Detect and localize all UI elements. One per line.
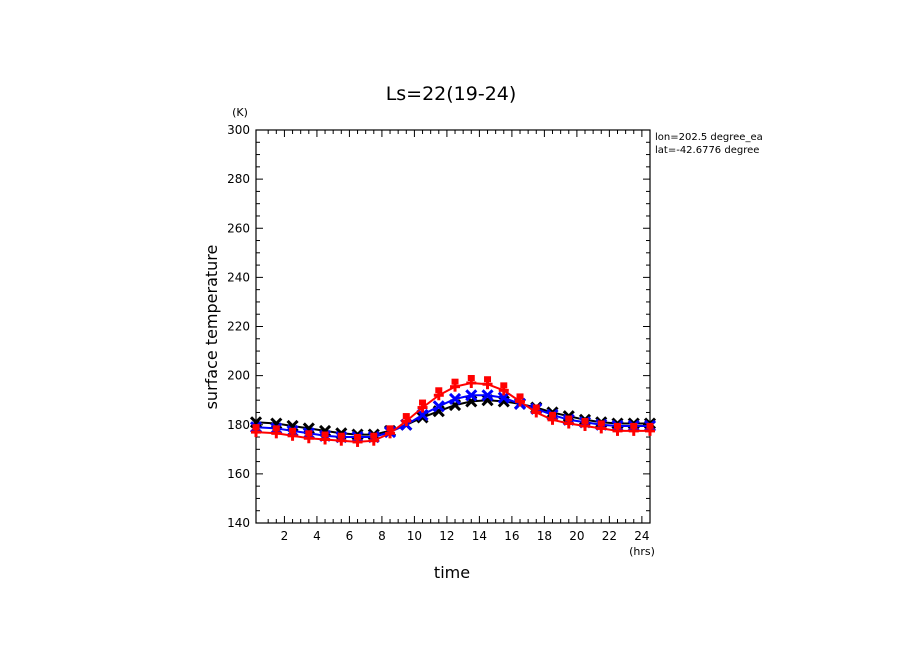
- data-point-box: [451, 378, 459, 385]
- x-tick-label: 14: [472, 529, 487, 543]
- x-tick-label: 18: [537, 529, 552, 543]
- data-point: [448, 392, 462, 406]
- chart-title: Ls=22(19-24): [386, 83, 517, 105]
- y-tick-label: 260: [227, 221, 250, 235]
- x-tick-label: 2: [281, 529, 289, 543]
- data-point: [432, 400, 445, 413]
- x-tick-label: 16: [504, 529, 519, 543]
- data-point: [531, 404, 542, 418]
- data-point: [515, 393, 526, 407]
- data-point-box: [386, 425, 394, 432]
- data-point-box: [516, 393, 524, 400]
- data-point-stroke: [481, 389, 494, 402]
- data-point: [336, 432, 347, 446]
- data-point-box: [500, 382, 508, 389]
- x-tick-label: 4: [313, 529, 321, 543]
- annotation-lat: lat=-42.6776 degree: [655, 145, 759, 156]
- data-point: [450, 378, 461, 392]
- data-point: [368, 432, 379, 446]
- data-point: [465, 389, 478, 402]
- data-point-box: [646, 422, 654, 429]
- x-tick-label: 20: [569, 529, 584, 543]
- data-point-stroke: [465, 389, 478, 402]
- data-point-box: [321, 431, 329, 438]
- data-point-box: [402, 413, 410, 420]
- data-point-box: [614, 422, 622, 429]
- x-tick-label: 6: [346, 529, 354, 543]
- x-axis-label: time: [434, 563, 470, 582]
- data-point-box: [419, 399, 427, 406]
- data-point: [547, 411, 558, 425]
- data-point: [563, 415, 574, 429]
- data-point: [320, 431, 331, 445]
- data-point-stroke: [497, 391, 510, 404]
- annotation-lon: lon=202.5 degree_ea: [655, 132, 763, 143]
- data-point-box: [630, 422, 638, 429]
- series-2: [251, 374, 655, 447]
- data-point-box: [272, 425, 280, 432]
- x-axis-ticks: 2 4 6 8 10 12 14 16 18 20 22 24: [267, 130, 650, 543]
- data-point: [251, 424, 261, 438]
- data-point-box: [354, 433, 362, 440]
- y-axis-label: surface temperature: [202, 245, 221, 410]
- data-point: [271, 425, 282, 439]
- data-point: [385, 425, 396, 439]
- data-point-box: [597, 420, 605, 427]
- y-axis-ticks: 140 160 180 200 220 240 260 280 300: [227, 123, 650, 530]
- data-point-box: [532, 404, 540, 411]
- data-point-stroke: [448, 392, 462, 406]
- data-point-box: [467, 374, 475, 381]
- y-tick-label: 280: [227, 172, 250, 186]
- x-tick-label: 24: [634, 529, 649, 543]
- x-unit-label: (hrs): [629, 545, 655, 558]
- data-point-box: [337, 432, 345, 439]
- y-tick-label: 180: [227, 418, 250, 432]
- y-tick-label: 200: [227, 369, 250, 383]
- data-point: [497, 391, 510, 404]
- data-point-box: [370, 432, 378, 439]
- data-point: [482, 376, 493, 390]
- data-point-box: [305, 430, 313, 437]
- data-point: [580, 417, 591, 431]
- data-point-box: [252, 424, 260, 431]
- data-point: [417, 399, 428, 413]
- data-point-box: [549, 411, 557, 418]
- data-point-stroke: [432, 400, 445, 413]
- y-tick-label: 240: [227, 270, 250, 284]
- data-point: [287, 427, 298, 441]
- y-tick-label: 300: [227, 123, 250, 137]
- y-unit-label: (K): [232, 106, 248, 119]
- data-point: [466, 374, 477, 388]
- data-point-box: [484, 376, 492, 383]
- data-point-stroke: [416, 408, 429, 421]
- data-point: [433, 387, 444, 401]
- data-point: [645, 422, 655, 436]
- data-point: [303, 430, 314, 444]
- data-point: [481, 389, 494, 402]
- y-tick-label: 220: [227, 320, 250, 334]
- data-point-box: [565, 415, 573, 422]
- data-point-box: [581, 417, 589, 424]
- x-tick-label: 10: [407, 529, 422, 543]
- data-point-box: [435, 387, 443, 394]
- data-point: [498, 382, 509, 396]
- x-tick-label: 22: [602, 529, 617, 543]
- data-point-box: [289, 427, 297, 434]
- data-point: [612, 422, 623, 436]
- data-point: [596, 420, 607, 434]
- data-point: [628, 422, 639, 436]
- x-tick-label: 8: [378, 529, 386, 543]
- y-tick-label: 160: [227, 467, 250, 481]
- data-point: [401, 413, 412, 427]
- x-tick-label: 12: [439, 529, 454, 543]
- y-tick-label: 140: [227, 516, 250, 530]
- data-point: [352, 433, 363, 447]
